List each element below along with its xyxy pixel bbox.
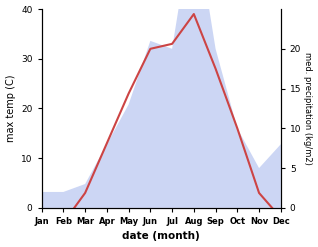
Y-axis label: max temp (C): max temp (C) [5, 75, 16, 142]
X-axis label: date (month): date (month) [122, 231, 200, 242]
Y-axis label: med. precipitation (kg/m2): med. precipitation (kg/m2) [303, 52, 313, 165]
